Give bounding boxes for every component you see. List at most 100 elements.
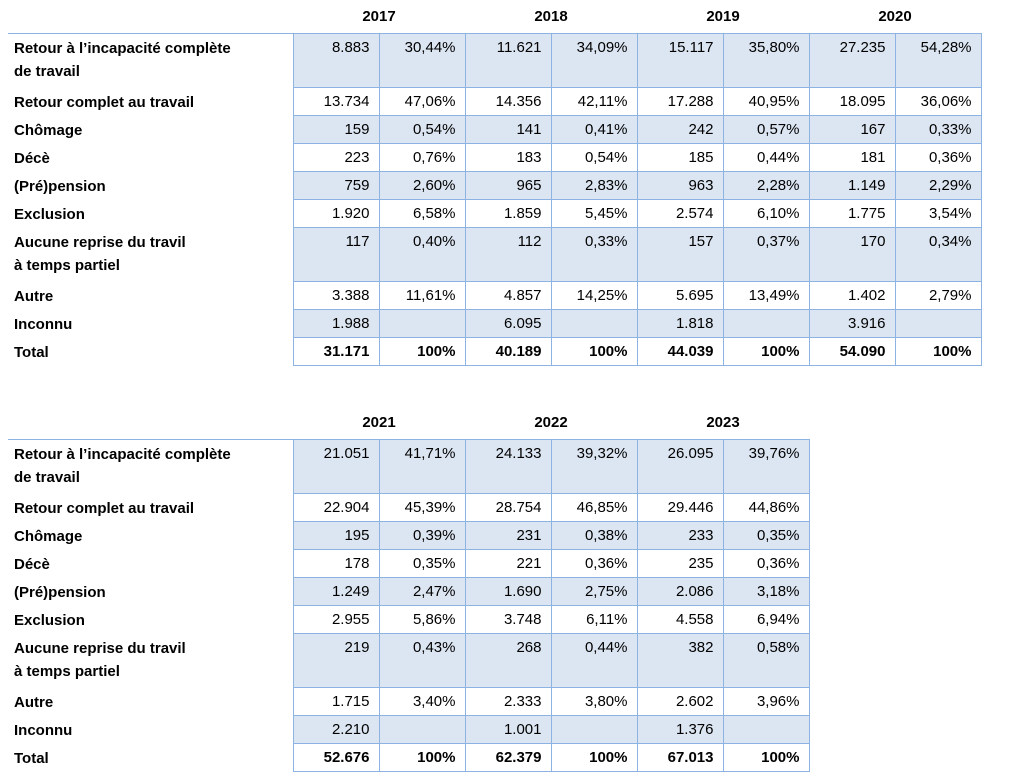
percent-cell: 11,61% (378, 281, 466, 310)
count-cell: 159 (292, 115, 380, 144)
percent-cell: 35,80% (722, 33, 810, 88)
percent-cell: 0,36% (894, 143, 982, 172)
row-label: Décè (14, 149, 50, 167)
count-cell: 231 (464, 521, 552, 550)
percent-cell: 0,35% (722, 521, 810, 550)
percent-cell: 100% (378, 743, 466, 772)
outcomes-table-2021-2023: 2021 2022 2023 Retour à l’incapacité complè… (8, 412, 810, 772)
count-cell: 14.356 (464, 87, 552, 116)
table-row: Exclusion 2.955 5,86% 3.748 6,11% 4.558 6,94% (8, 605, 810, 634)
percent-cell: 39,32% (550, 439, 638, 494)
count-cell: 1.402 (808, 281, 896, 310)
year-header: 2020 (809, 6, 981, 34)
count-cell: 233 (636, 521, 724, 550)
count-cell: 221 (464, 549, 552, 578)
row-label: Total (14, 749, 49, 767)
percent-cell: 0,40% (378, 227, 466, 282)
count-cell: 2.210 (292, 715, 380, 744)
percent-cell: 44,86% (722, 493, 810, 522)
row-label: Inconnu (14, 315, 73, 333)
percent-cell: 0,43% (378, 633, 466, 688)
table-row: (Pré)pension 1.249 2,47% 1.690 2,75% 2.086 3,1… (8, 577, 810, 606)
count-cell: 963 (636, 171, 724, 200)
count-cell: 242 (636, 115, 724, 144)
count-cell: 1.818 (636, 309, 724, 338)
count-cell: 15.117 (636, 33, 724, 88)
count-cell: 141 (464, 115, 552, 144)
percent-cell: 5,86% (378, 605, 466, 634)
count-cell: 223 (292, 143, 380, 172)
year-header-row: 2017 2018 2019 2020 (8, 6, 981, 34)
percent-cell: 0,58% (722, 633, 810, 688)
percent-cell: 2,29% (894, 171, 982, 200)
percent-cell: 0,33% (894, 115, 982, 144)
count-cell: 3.748 (464, 605, 552, 634)
count-cell: 965 (464, 171, 552, 200)
row-label: Autre (14, 287, 54, 305)
percent-cell: 0,41% (550, 115, 638, 144)
table-row: Aucune reprise du travil à temps partiel… (8, 227, 982, 282)
count-cell: 2.086 (636, 577, 724, 606)
table-row: Chômage 159 0,54% 141 0,41% 242 0,57% 167 0,33% (8, 115, 982, 144)
table-row: Chômage 195 0,39% 231 0,38% 233 0,35% (8, 521, 810, 550)
count-cell: 1.859 (464, 199, 552, 228)
count-cell: 29.446 (636, 493, 724, 522)
percent-cell: 100% (722, 743, 810, 772)
count-cell: 54.090 (808, 337, 896, 366)
percent-cell: 0,54% (550, 143, 638, 172)
count-cell: 13.734 (292, 87, 380, 116)
corner-cell (8, 412, 293, 440)
year-header-row: 2021 2022 2023 (8, 412, 809, 440)
count-cell: 170 (808, 227, 896, 282)
percent-cell: 2,79% (894, 281, 982, 310)
row-label: Décè (14, 555, 50, 573)
percent-cell: 3,96% (722, 687, 810, 716)
count-cell: 17.288 (636, 87, 724, 116)
count-cell: 117 (292, 227, 380, 282)
table-row: Total 52.676 100% 62.379 100% 67.013 100% (8, 743, 810, 772)
percent-cell: 0,36% (550, 549, 638, 578)
percent-cell: 41,71% (378, 439, 466, 494)
count-cell: 4.857 (464, 281, 552, 310)
row-label: Retour complet au travail (14, 499, 195, 517)
count-cell: 219 (292, 633, 380, 688)
percent-cell: 3,18% (722, 577, 810, 606)
percent-cell: 42,11% (550, 87, 638, 116)
percent-cell: 6,58% (378, 199, 466, 228)
count-cell: 1.690 (464, 577, 552, 606)
count-cell: 52.676 (292, 743, 380, 772)
count-cell: 44.039 (636, 337, 724, 366)
count-cell: 178 (292, 549, 380, 578)
count-cell: 1.988 (292, 309, 380, 338)
percent-cell: 54,28% (894, 33, 982, 88)
percent-cell: 0,57% (722, 115, 810, 144)
count-cell: 1.920 (292, 199, 380, 228)
row-label: Chômage (14, 121, 83, 139)
count-cell: 8.883 (292, 33, 380, 88)
percent-cell: 0,35% (378, 549, 466, 578)
count-cell: 181 (808, 143, 896, 172)
percent-cell: 100% (722, 337, 810, 366)
count-cell: 195 (292, 521, 380, 550)
table-row: (Pré)pension 759 2,60% 965 2,83% 963 2,28% 1.14… (8, 171, 982, 200)
count-cell: 6.095 (464, 309, 552, 338)
percent-cell: 34,09% (550, 33, 638, 88)
percent-cell: 2,47% (378, 577, 466, 606)
percent-cell: 100% (550, 337, 638, 366)
percent-cell: 45,39% (378, 493, 466, 522)
count-cell: 183 (464, 143, 552, 172)
percent-cell: 0,33% (550, 227, 638, 282)
row-label: Aucune reprise du travil à temps partiel (14, 233, 186, 274)
percent-cell: 0,39% (378, 521, 466, 550)
row-label: Retour complet au travail (14, 93, 195, 111)
count-cell: 167 (808, 115, 896, 144)
percent-cell: 0,76% (378, 143, 466, 172)
count-cell: 67.013 (636, 743, 724, 772)
row-label: Total (14, 343, 49, 361)
table-row: Inconnu 1.988 6.095 1.818 3.916 (8, 309, 982, 338)
count-cell: 3.388 (292, 281, 380, 310)
count-cell: 2.955 (292, 605, 380, 634)
corner-cell (8, 6, 293, 34)
count-cell: 1.149 (808, 171, 896, 200)
percent-cell: 0,34% (894, 227, 982, 282)
